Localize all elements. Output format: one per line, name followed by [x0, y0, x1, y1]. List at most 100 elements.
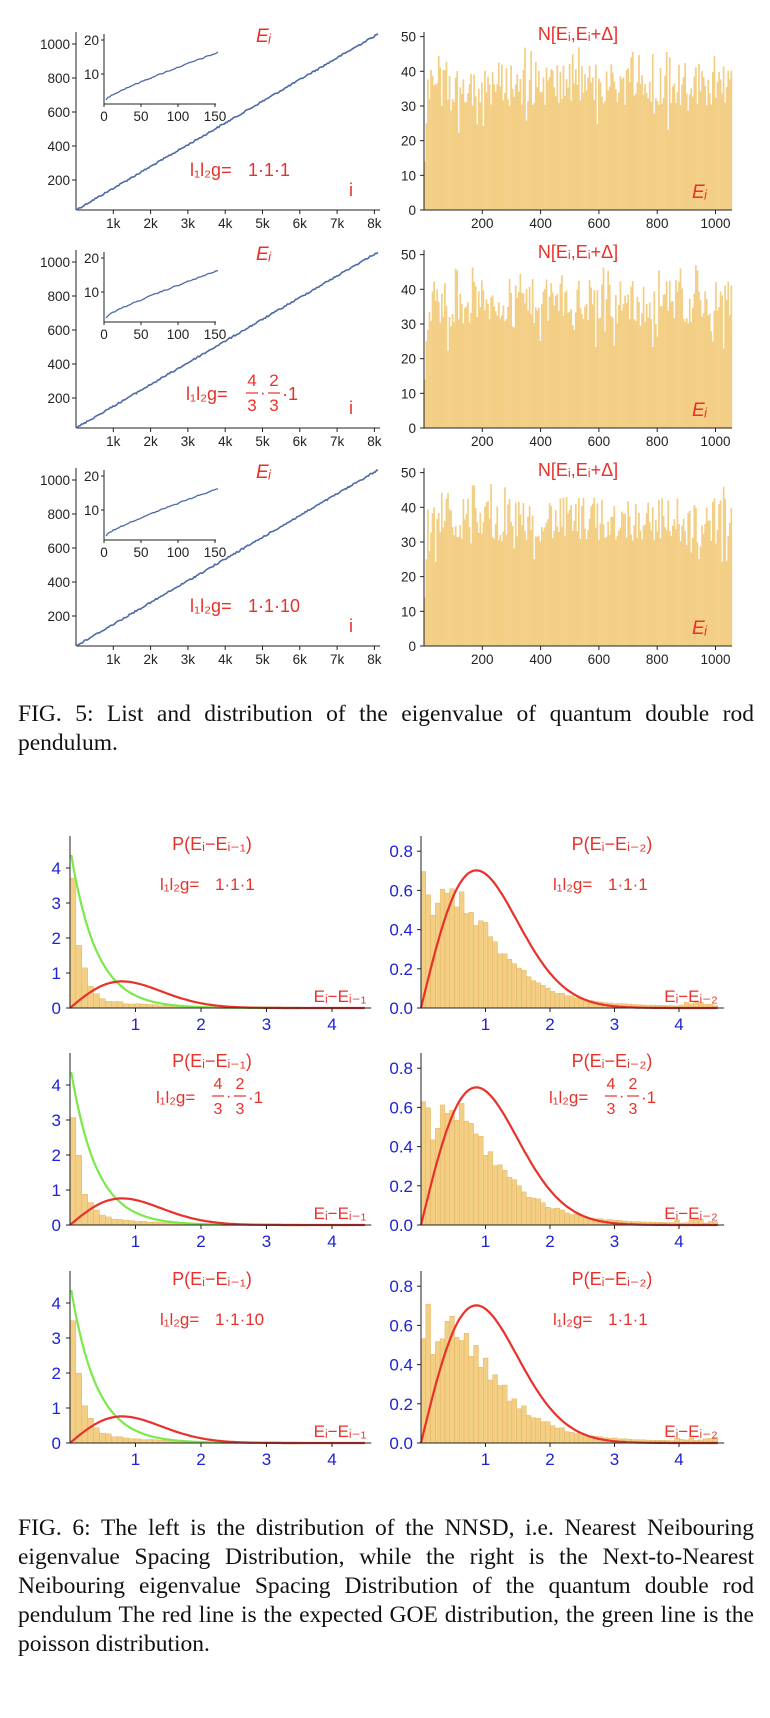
histogram-bar: [571, 325, 574, 428]
histogram-bar: [573, 520, 576, 646]
histogram-bar: [685, 93, 688, 210]
histogram-bar: [679, 268, 682, 428]
y-tick-label: 50: [401, 466, 416, 481]
histogram-bar: [454, 1337, 460, 1444]
y-tick-label: 0.6: [389, 881, 413, 900]
histogram-bar: [631, 51, 634, 210]
histogram-bar: [716, 529, 719, 646]
histogram-bar: [463, 1120, 470, 1226]
histogram-bar: [468, 1356, 474, 1444]
histogram-bar: [574, 504, 577, 646]
histogram-bar: [702, 76, 705, 211]
histogram-bar: [75, 1372, 82, 1444]
x-tick-label: 1: [131, 1450, 140, 1469]
inset-x-tick-label: 0: [100, 327, 108, 342]
histogram-bar: [724, 285, 727, 428]
histogram-bar: [496, 506, 499, 646]
histogram-bar: [445, 306, 448, 428]
histogram-bar: [581, 66, 583, 210]
x-tick-label: 3: [262, 1450, 271, 1469]
histogram-bar: [81, 1405, 88, 1444]
histogram-bar: [493, 84, 496, 210]
histogram-bar: [590, 506, 593, 646]
histogram-bar: [687, 110, 690, 210]
histogram-bar: [499, 534, 502, 646]
histogram-bar: [542, 291, 545, 428]
fraction-numerator: 2: [236, 1076, 245, 1093]
eigenvalue-curve: [75, 251, 379, 429]
x-tick-label: 5k: [255, 434, 270, 449]
histogram-bar: [116, 1219, 124, 1226]
histogram-bar: [708, 520, 711, 646]
inset-x-tick-label: 100: [167, 545, 190, 560]
histogram-bar: [568, 510, 571, 646]
histogram-bar: [584, 306, 586, 428]
histogram-bar: [610, 64, 613, 211]
histogram-bar: [425, 123, 428, 210]
histogram-bar: [539, 340, 542, 428]
inset-y-tick-label: 20: [84, 469, 99, 484]
histogram-bar: [696, 270, 699, 428]
histogram-bar: [565, 290, 568, 428]
histogram-bar: [721, 561, 723, 646]
x-tick-label: 1000: [700, 216, 730, 231]
histogram-bar: [436, 518, 439, 646]
histogram-bar: [562, 65, 565, 210]
histogram-bar: [655, 98, 657, 210]
histogram-bar: [550, 283, 553, 428]
histogram-bar: [453, 535, 455, 646]
histogram-bar: [507, 99, 509, 210]
y-tick-label: 200: [47, 609, 70, 624]
y-tick-label: 800: [47, 507, 70, 522]
histogram-bar: [728, 79, 731, 211]
histogram-bar: [670, 301, 673, 428]
histogram-bar: [435, 1341, 441, 1444]
histogram-bar: [544, 104, 546, 210]
histogram-bar: [488, 319, 491, 428]
histogram-bar: [491, 536, 494, 646]
histogram-bar: [655, 323, 657, 428]
y-tick-label: 40: [401, 282, 416, 297]
histogram-bar: [608, 86, 611, 210]
histogram-bar: [618, 92, 620, 210]
histogram-bar: [568, 311, 571, 428]
histogram-bar: [650, 530, 653, 646]
histogram-bar: [616, 323, 619, 428]
histogram-bar: [728, 314, 731, 428]
histogram-bar: [522, 293, 525, 428]
histogram-bar: [116, 1436, 124, 1444]
histogram-bar: [607, 521, 609, 646]
histogram-bar: [477, 291, 480, 428]
histogram-bar: [468, 527, 471, 646]
histogram-bar: [492, 1165, 498, 1226]
histogram-bar: [459, 1340, 465, 1444]
nnsd-plot: 0 1 2 3 4 1 2 3 4 P(Eᵢ−Eᵢ₋₁) Eᵢ−Eᵢ₋₁ l₁l₂g= 1·1·10: [52, 1269, 372, 1469]
histogram-bar: [564, 536, 566, 646]
parameter-value: 1·1·1: [215, 875, 255, 894]
histogram-bar: [473, 1344, 479, 1444]
histogram-bar: [702, 313, 705, 428]
histogram-bar: [634, 93, 637, 210]
histogram-bar: [545, 522, 548, 646]
histogram-bar: [585, 90, 588, 210]
parameter-prefix: l₁l₂g=: [156, 1088, 195, 1107]
nnnsd-title: P(Eᵢ−Eᵢ₋₂): [572, 1269, 653, 1289]
y-tick-label: 0.0: [389, 1216, 413, 1235]
histogram-bar: [638, 302, 640, 428]
histogram-bar: [456, 537, 459, 646]
x-tick-label: 4: [327, 1232, 336, 1251]
histogram-bar: [75, 1154, 82, 1226]
histogram-bar: [431, 291, 434, 428]
histogram-bar: [465, 101, 468, 210]
y-tick-label: 400: [47, 575, 70, 590]
histogram-bar: [576, 531, 579, 646]
histogram-bar: [565, 497, 568, 646]
histogram-bar: [707, 315, 710, 428]
histogram-bar: [545, 987, 551, 1009]
histogram-bar: [122, 1220, 130, 1226]
x-tick-label: 4: [674, 1450, 683, 1469]
histogram-bar: [594, 527, 597, 646]
histogram-bar: [667, 130, 670, 210]
y-tick-label: 800: [47, 289, 70, 304]
histogram-bar: [655, 519, 657, 646]
